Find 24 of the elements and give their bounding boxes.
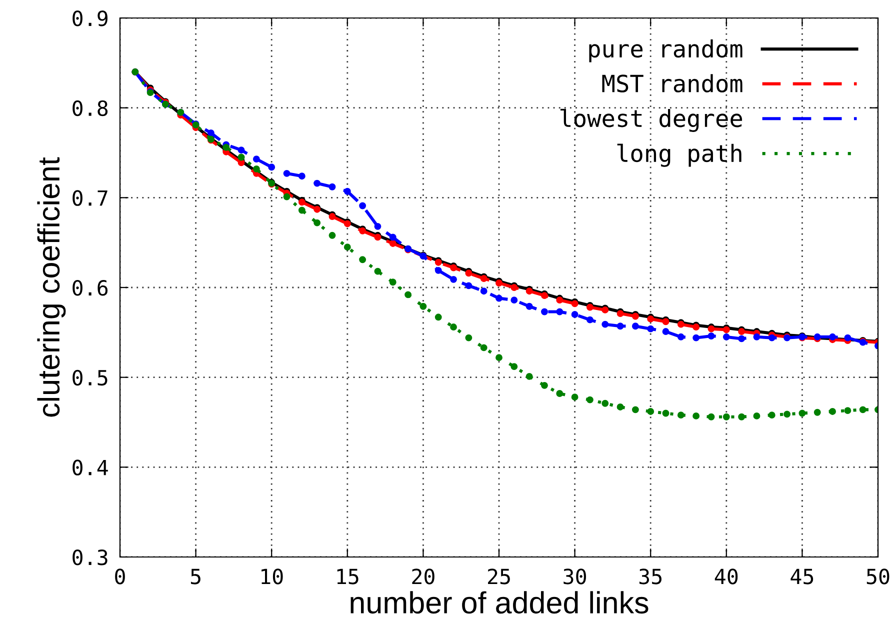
x-tick-label: 35 [639,568,662,584]
y-tick-label: 0.3 [72,550,108,566]
x-tick-label: 50 [866,568,890,584]
y-tick-label: 0.7 [72,190,108,206]
x-tick-label: 30 [564,568,586,584]
y-axis-title: clutering coefficient [37,157,66,417]
x-tick-label: 45 [790,568,814,584]
x-tick-label: 10 [262,568,283,584]
legend-label: lowest degree [560,108,742,132]
legend-label: long path [617,144,742,167]
y-tick-label: 0.8 [72,100,108,116]
x-tick-label: 25 [488,568,510,584]
y-tick-label: 0.9 [72,10,108,26]
x-tick-label: 15 [337,568,358,584]
y-tick-label: 0.4 [72,460,108,476]
legend-label: pure random [589,39,742,62]
x-axis-title: number of added links [350,591,648,614]
y-tick-label: 0.5 [72,370,108,386]
y-tick-label: 0.6 [72,280,108,296]
x-tick-label: 20 [412,568,434,584]
x-tick-label: 40 [714,568,738,584]
legend-label: MST random [602,74,742,92]
x-tick-label: 0 [115,568,125,584]
x-tick-label: 5 [190,568,200,584]
